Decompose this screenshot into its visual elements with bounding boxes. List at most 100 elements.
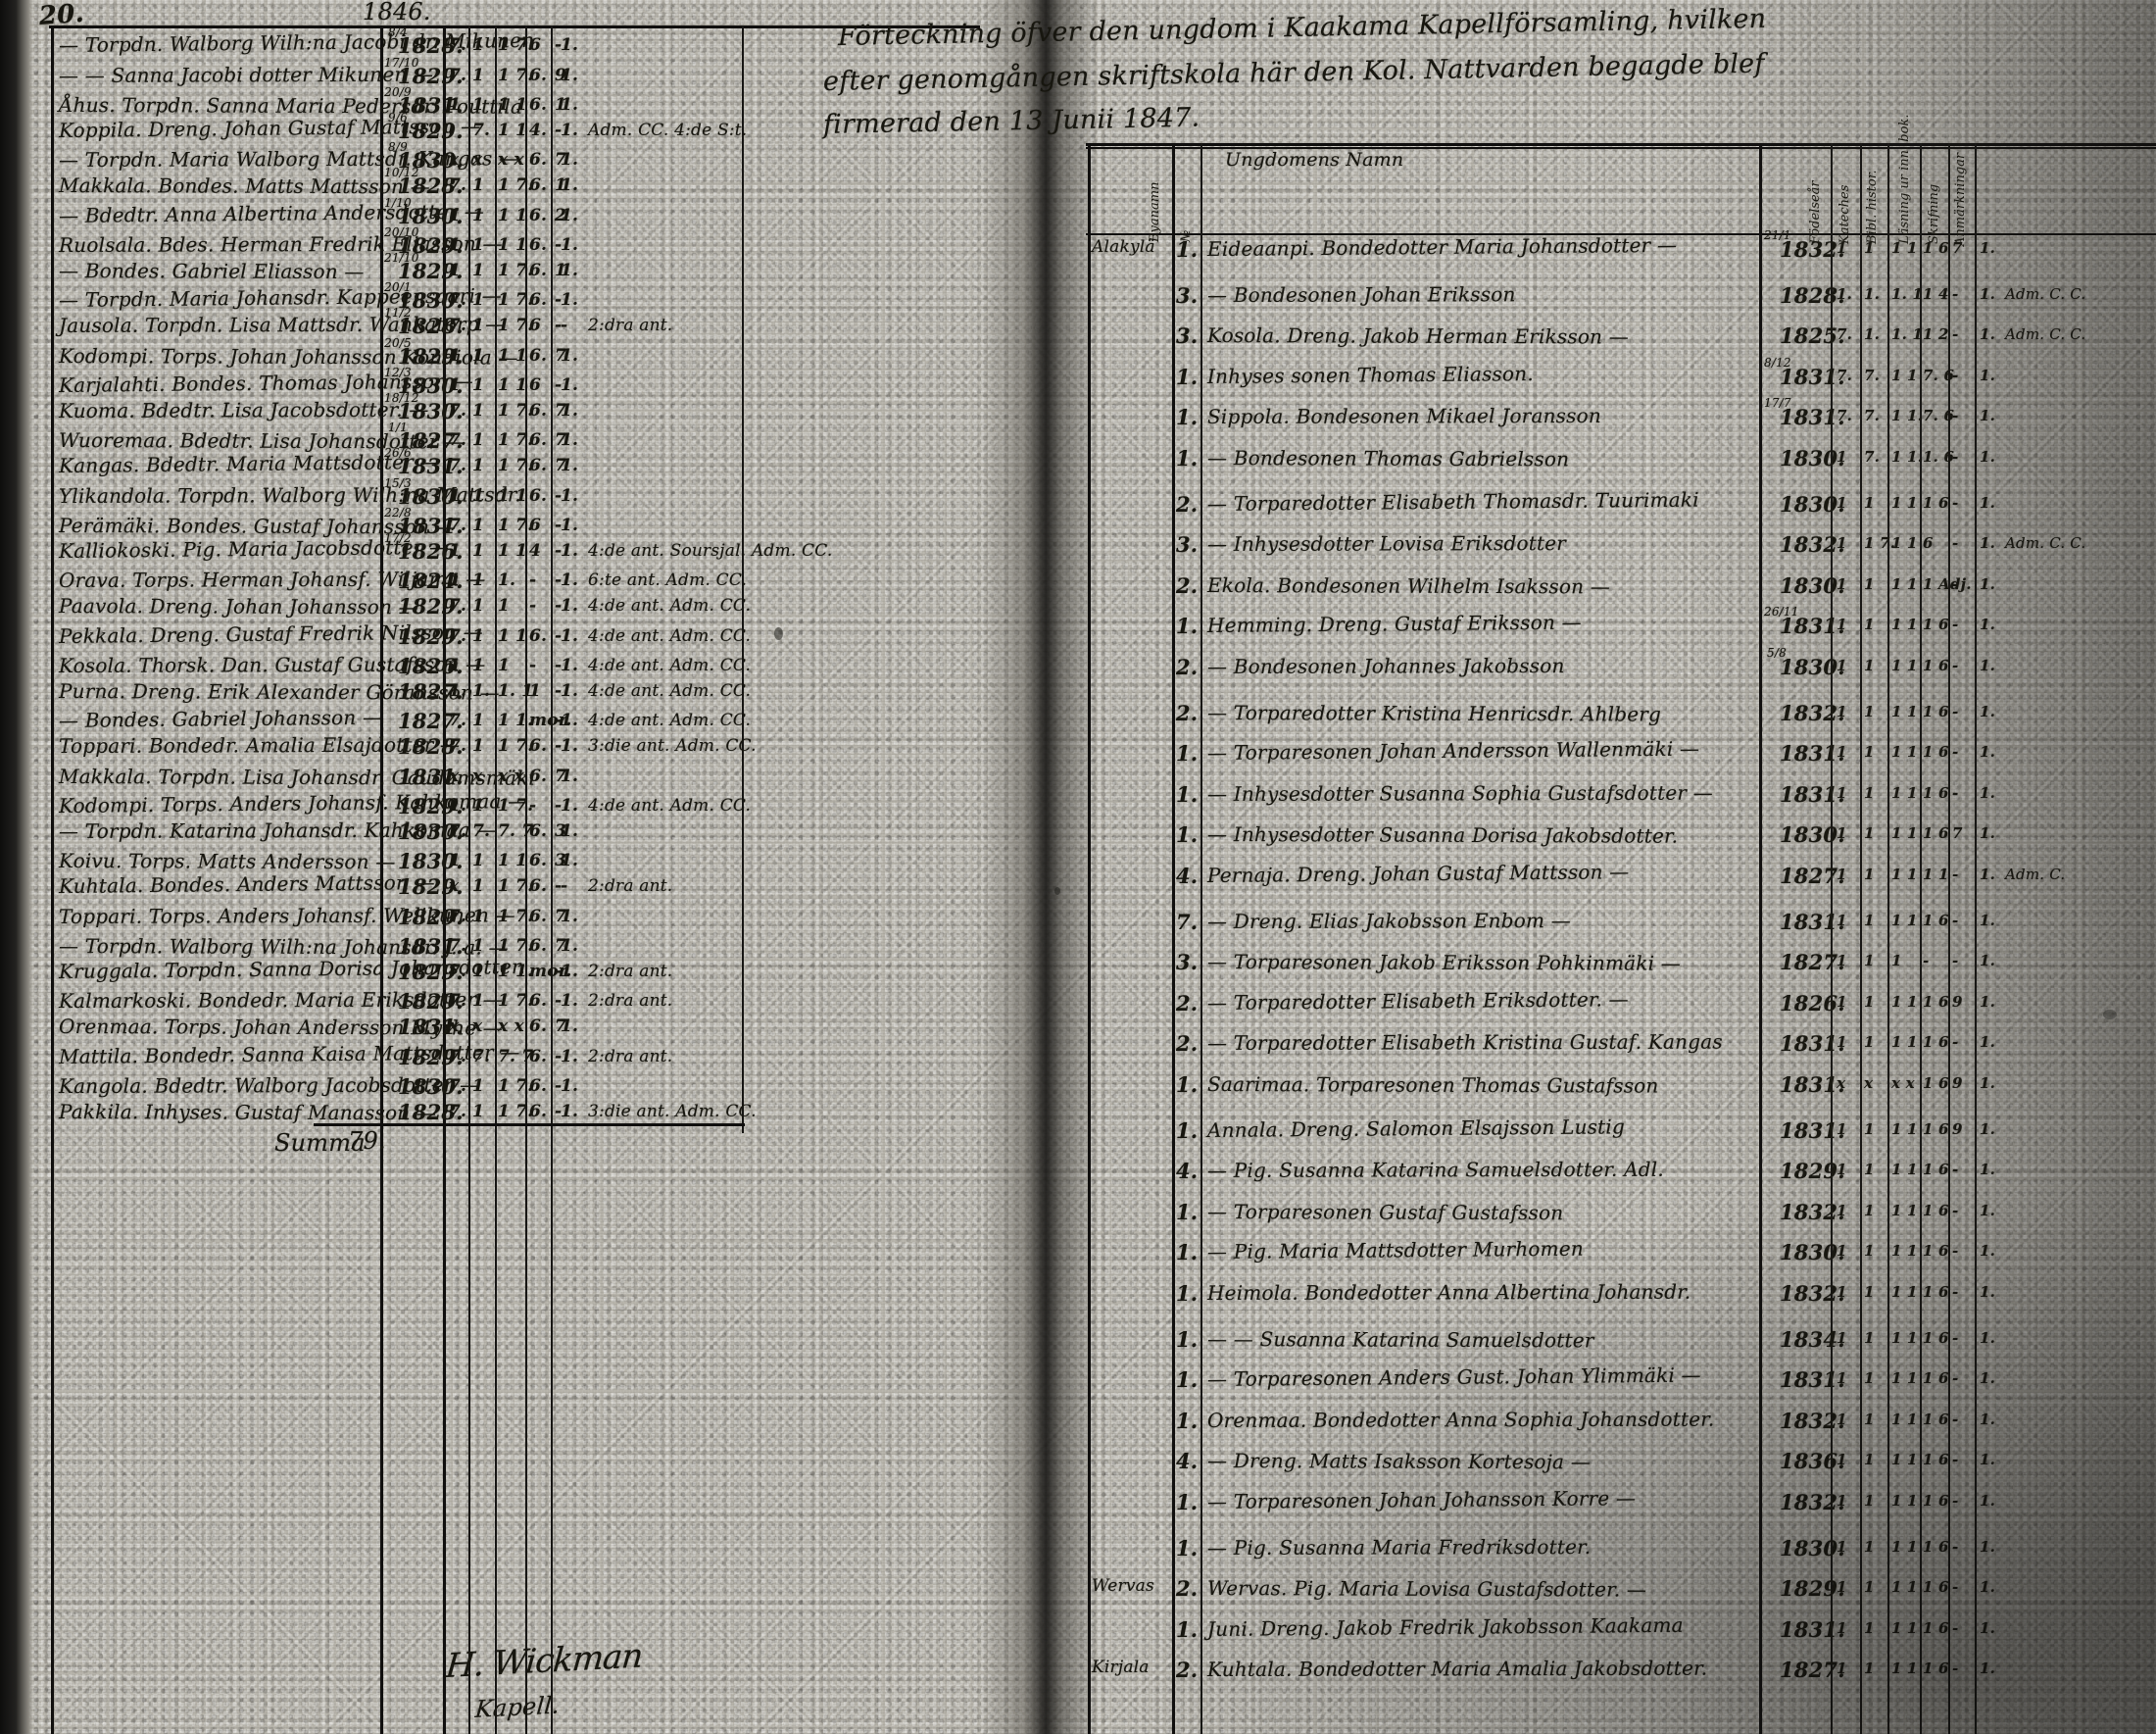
row-mark-0: 7. [449,1076,467,1097]
row-mark-sum: 1. [1980,1119,1996,1138]
row-mark-sum: 1. [1980,1283,1996,1301]
row-birth-year: 1828. [398,734,464,759]
row-mark-1: x [472,150,483,171]
row-mark-0: 1. [1837,284,1853,303]
row-number-cell: 2. [1176,1031,1199,1057]
row-mark-4: - [555,375,563,396]
row-mark-3: 6. [529,1046,548,1066]
row-mark-2: 1 1. [1891,407,1924,425]
row-mark-1: 1 [472,290,485,311]
row-birth-day-month: 20/10 [384,225,419,240]
row-mark-1: 1 [1864,239,1875,257]
row-mark-sum: 1. [1980,366,1996,384]
row-mark-sum: 1. [1980,992,1996,1011]
row-mark-1: 1 [1864,1242,1875,1261]
row-birth-year: 1831. [1780,1031,1845,1057]
row-mark-1: 7. [1864,366,1881,384]
name-column-header: Ungdomens Namn [1225,149,1404,171]
row-mark-1: 1 [1864,1451,1875,1469]
row-number-cell: 2. [1176,655,1199,679]
right-col-divider-name [1759,143,1762,1734]
row-mark-sum: 1. [561,906,579,926]
row-mark-4: - [555,35,563,55]
row-mark-4: 3 [555,820,567,841]
row-number-cell: 1. [1176,1616,1199,1642]
row-name-cell: Kuhtala. Bondedotter Maria Amalia Jakobs… [1206,1657,1708,1682]
row-mark-4: - [1952,1451,1959,1469]
row-mark-sum: 1. [561,430,579,451]
row-mark-0: 1 [1837,783,1847,802]
row-mark-1: 1. [1864,325,1881,344]
row-mark-2: 1 7. [498,736,534,756]
row-name-cell: Heimola. Bondedotter Anna Albertina Joha… [1206,1279,1691,1305]
row-annotation: 4:de ant. Adm. CC. [588,625,752,646]
row-mark-sum: 1. [561,680,579,701]
row-mark-4: - [555,1046,563,1066]
row-mark-4: - [555,876,563,896]
row-name-cell: — Bondes. Gabriel Eliasson — [58,258,365,283]
row-mark-4: - [1952,616,1959,634]
row-mark-4: 7 [555,936,567,957]
row-mark-0: 1 [1837,1033,1847,1052]
row-mark-2: 1 1. [498,961,534,981]
row-mark-sum: 1. [561,260,579,280]
row-mark-3: 6 [529,516,542,536]
row-name-cell: — Torparesonen Johan Andersson Wallenmäk… [1206,736,1700,766]
row-mark-3: 6. [529,991,548,1012]
row-mark-1: 1 [1864,493,1875,512]
ink-blot [2103,1010,2117,1019]
row-mark-2: 1 7. [498,906,534,926]
left-col-divider-m1 [468,25,470,1734]
row-mark-2: 1 1 [1891,1283,1918,1301]
row-mark-3: 1 6 [1923,1410,1949,1428]
row-mark-2: 1 1 [1891,1618,1918,1637]
ink-blot [1054,887,1060,895]
row-mark-2: 1 7. [498,456,534,475]
row-mark-1: 1 [472,316,485,335]
row-birth-day-month: 17/2 [384,530,412,545]
row-birth-day-month: 11/2 [384,306,412,320]
row-name-cell: Eideaanpi. Bondedotter Maria Johansdotte… [1206,232,1678,261]
row-mark-3: 6. [529,820,548,841]
row-mark-0: 1 [1837,992,1847,1011]
row-mark-4: - [1952,1201,1959,1219]
row-birth-year: 1830. [398,849,464,874]
row-name-cell: — — Susanna Katarina Samuelsdotter [1206,1326,1594,1352]
row-birth-day-month: 1/1 [388,421,408,435]
row-mark-3: 1 6 [1923,1161,1949,1179]
row-name-cell: — Inhysesdotter Susanna Dorisa Jakobsdot… [1206,822,1679,849]
row-mark-sum: 1. [1980,1074,1996,1092]
row-mark-4: - [555,991,563,1012]
signature-title: Kapell. [473,1691,562,1724]
row-mark-4: - [555,596,563,616]
row-mark-0: 1. [449,796,467,817]
row-mark-4: - [1952,366,1959,384]
row-mark-sum: 1. [1980,1369,1996,1388]
row-mark-1: 1 [472,796,485,817]
row-birth-year: 1828. [1780,282,1845,308]
row-mark-1: x [1864,1074,1874,1092]
row-mark-0: 1 [449,235,462,256]
row-number-cell: 4. [1176,1449,1199,1474]
row-mark-sum: 1. [1980,866,1996,883]
row-mark-0: 1 [1837,866,1847,883]
row-mark-3: 6. [529,766,548,786]
mark-header-4: Anmärkningar [1953,152,1968,246]
row-mark-2: 1 1 [1891,1369,1918,1388]
row-mark-3: 1. 6 [1923,448,1955,466]
row-mark-sum: 1. [1980,1161,1996,1179]
row-name-cell: — Torparedotter Kristina Henricsdr. Ahlb… [1206,700,1662,726]
row-mark-3: 1 6 [1923,1074,1949,1092]
row-mark-2: 1 1 [498,235,528,256]
row-name-cell: — Torparedotter Elisabeth Eriksdotter. — [1206,987,1629,1015]
row-birth-year: 1831. [1780,1367,1845,1393]
row-mark-0: 7. [449,1101,467,1121]
row-mark-4: 3 [555,851,567,871]
row-birth-year: 1828. [398,173,464,198]
row-mark-0: 1 [1837,952,1847,970]
right-col-divider-birth [1831,143,1833,1734]
right-col-divider-m4 [1948,143,1950,1734]
row-name-cell: Koivu. Torps. Matts Andersson — [58,849,396,874]
row-annotation: Adm. CC. 4:de S:t. [588,120,748,140]
row-birth-year: 1829. [398,904,464,929]
